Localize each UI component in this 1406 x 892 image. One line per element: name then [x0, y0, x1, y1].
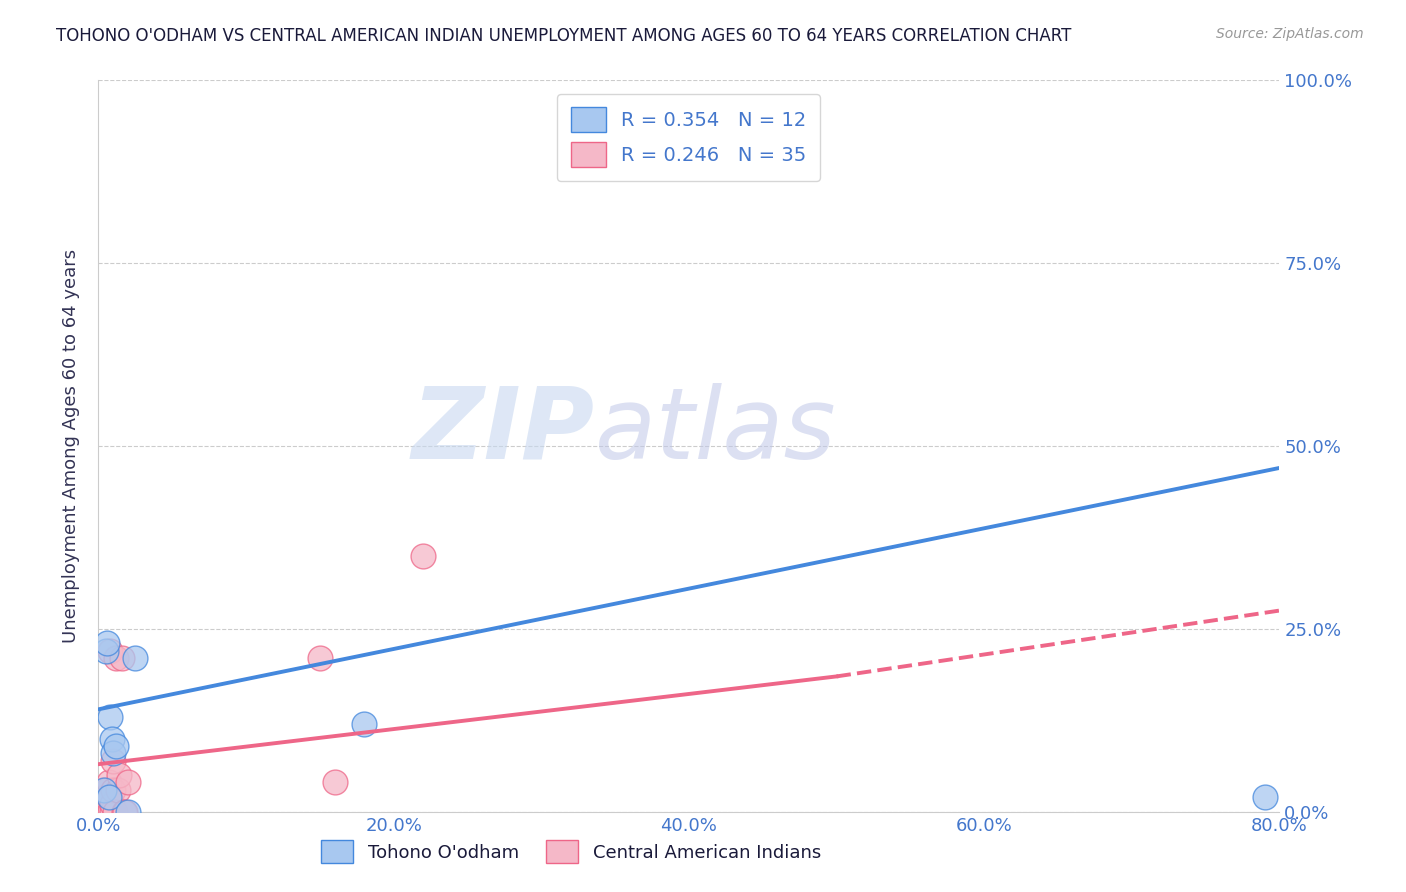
Point — [100, 805, 122, 819]
Point — [117, 805, 139, 819]
Point — [105, 651, 128, 665]
Point — [98, 709, 121, 723]
Point — [96, 805, 118, 819]
Point — [98, 644, 121, 658]
Point — [91, 790, 114, 805]
Point — [98, 805, 121, 819]
Point — [98, 790, 121, 805]
Text: ZIP: ZIP — [412, 383, 595, 480]
Point — [94, 790, 117, 805]
Point — [93, 782, 115, 797]
Point — [111, 651, 134, 665]
Point — [94, 644, 117, 658]
Y-axis label: Unemployment Among Ages 60 to 64 years: Unemployment Among Ages 60 to 64 years — [62, 249, 80, 643]
Point — [104, 805, 127, 819]
Text: atlas: atlas — [595, 383, 837, 480]
Point — [112, 805, 135, 819]
Point — [103, 782, 125, 797]
Text: Source: ZipAtlas.com: Source: ZipAtlas.com — [1216, 27, 1364, 41]
Point — [97, 775, 120, 789]
Point — [91, 782, 114, 797]
Point — [105, 739, 128, 753]
Point — [117, 775, 139, 789]
Point — [107, 782, 129, 797]
Point — [309, 651, 332, 665]
Point — [412, 549, 434, 563]
Text: TOHONO O'ODHAM VS CENTRAL AMERICAN INDIAN UNEMPLOYMENT AMONG AGES 60 TO 64 YEARS: TOHONO O'ODHAM VS CENTRAL AMERICAN INDIA… — [56, 27, 1071, 45]
Point — [96, 797, 118, 812]
Point — [103, 746, 125, 760]
Point — [353, 717, 375, 731]
Legend: Tohono O'odham, Central American Indians: Tohono O'odham, Central American Indians — [308, 828, 834, 876]
Point — [91, 797, 114, 812]
Point — [97, 805, 120, 819]
Point — [323, 775, 346, 789]
Point — [108, 768, 131, 782]
Point — [1254, 790, 1277, 805]
Point — [96, 636, 118, 650]
Point — [100, 797, 122, 812]
Point — [93, 805, 115, 819]
Point — [97, 790, 120, 805]
Point — [94, 797, 117, 812]
Point — [96, 782, 118, 797]
Point — [90, 797, 112, 812]
Point — [114, 805, 136, 819]
Point — [124, 651, 146, 665]
Point — [90, 805, 112, 819]
Point — [97, 790, 120, 805]
Point — [94, 805, 117, 819]
Point — [91, 805, 114, 819]
Point — [93, 790, 115, 805]
Point — [100, 731, 122, 746]
Point — [103, 754, 125, 768]
